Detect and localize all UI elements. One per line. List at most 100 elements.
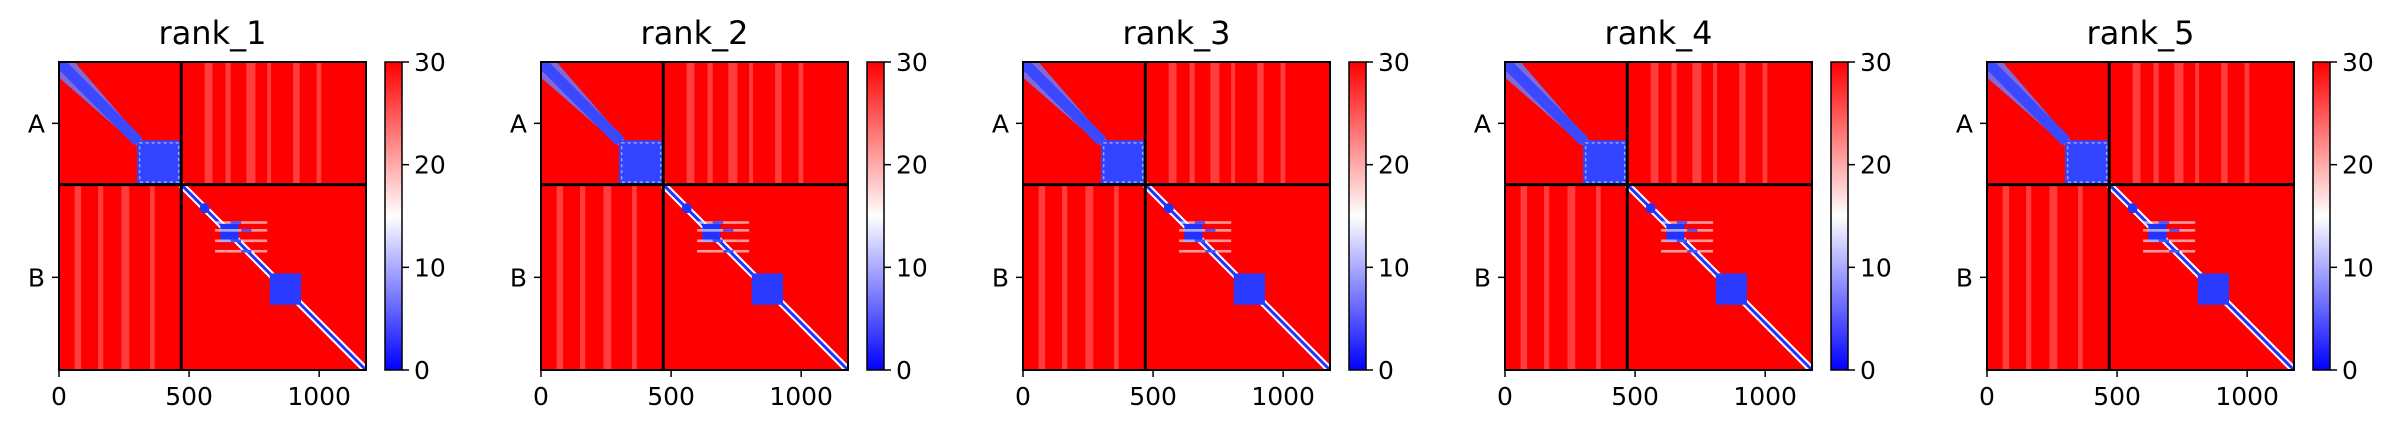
heatmap-frame: [1504, 61, 1813, 371]
cross-band-core: [1194, 221, 1206, 224]
streak: [246, 62, 256, 185]
domain-a1-core: [1023, 62, 1107, 146]
cross-band-core: [723, 249, 734, 253]
domain-b1: [2148, 223, 2167, 243]
domain-a2-texture: [138, 142, 180, 183]
domain-a2: [619, 140, 664, 185]
colorbar: 0 10 20 30: [384, 48, 446, 385]
interchain-streaks: [556, 62, 804, 370]
cross-band-core: [1676, 239, 1688, 243]
streak: [1544, 184, 1550, 370]
cross-band-core: [1205, 229, 1216, 232]
x-tick-label: 1000: [1733, 382, 1797, 411]
streak: [2132, 62, 2141, 185]
small-domain: [681, 203, 692, 214]
domain-b1: [220, 223, 239, 243]
streak: [775, 62, 782, 185]
cross-band-core: [712, 221, 724, 224]
streak: [2002, 184, 2010, 370]
cross-band-core: [2169, 249, 2180, 253]
colorbar-tick-label: 20: [896, 151, 928, 180]
colorbar-gradient: [866, 61, 885, 371]
colorbar-tick-label: 0: [1860, 356, 1876, 385]
x-tick-label: 1000: [2215, 382, 2279, 411]
y-tick-label: B: [1956, 263, 1973, 292]
domain-b1: [1666, 223, 1685, 243]
heatmap-panel-3: rank_3 A B 0 500 1000 0 10 20 30: [992, 14, 1410, 411]
heatmap-frame: [1022, 61, 1331, 371]
panel-title: rank_4: [1605, 14, 1713, 52]
heatmap-panel-2: rank_2 A B 0 500 1000 0 10 20 30: [510, 14, 928, 411]
streak: [798, 62, 804, 185]
colorbar-tick-label: 10: [414, 253, 446, 282]
cross-band-core: [2169, 229, 2180, 232]
domain-a1-core: [1505, 62, 1589, 146]
streak: [632, 184, 637, 370]
chain-b-domains: [2106, 182, 2297, 373]
y-tick-label: A: [1956, 109, 1973, 138]
colorbar-tick-label: 30: [2342, 48, 2374, 77]
streak: [267, 62, 272, 185]
x-tick-label: 500: [1611, 382, 1659, 411]
streak: [1062, 184, 1068, 370]
streak: [2195, 62, 2200, 185]
streak: [2221, 62, 2228, 185]
streak: [1739, 62, 1746, 185]
x-tick-label: 500: [2093, 382, 2141, 411]
colorbar-tick-label: 20: [414, 151, 446, 180]
chain-a-domains: [541, 62, 664, 185]
cross-band-core: [1687, 229, 1698, 232]
cross-band-core: [1676, 221, 1688, 224]
streak: [121, 184, 130, 370]
heatmap-frame: [1986, 61, 2295, 371]
colorbar-tick-label: 10: [1860, 253, 1892, 282]
chain-b-domains: [1624, 182, 1815, 373]
colorbar: 0 10 20 30: [1348, 48, 1410, 385]
chain-b-domains: [660, 182, 851, 373]
domain-a2: [2065, 140, 2110, 185]
domain-a2-texture: [2066, 142, 2108, 183]
streak: [74, 184, 82, 370]
cross-band-core: [1194, 239, 1206, 243]
small-domain: [199, 203, 210, 214]
streak: [728, 62, 738, 185]
streak: [686, 62, 695, 185]
domain-a2-texture: [1584, 142, 1626, 183]
streak: [1257, 62, 1264, 185]
interchain-streaks: [1038, 62, 1286, 370]
streak: [1596, 184, 1601, 370]
cross-band-core: [230, 239, 242, 243]
domain-a2: [137, 140, 182, 185]
streak: [1038, 184, 1046, 370]
x-tick-label: 500: [647, 382, 695, 411]
streak: [2026, 184, 2032, 370]
colorbar-tick-label: 10: [1378, 253, 1410, 282]
domain-a2: [1101, 140, 1146, 185]
heatmap-panel-4: rank_4 A B 0 500 1000 0 10 20 30: [1474, 14, 1892, 411]
x-tick-label: 0: [533, 382, 549, 411]
cross-band-core: [230, 221, 242, 224]
streak: [1762, 62, 1768, 185]
colorbar-tick-label: 30: [1378, 48, 1410, 77]
streak: [556, 184, 564, 370]
small-domain: [1645, 203, 1656, 214]
cross-band-core: [723, 229, 734, 232]
streak: [707, 62, 713, 185]
colorbar-gradient: [1348, 61, 1367, 371]
panel-title: rank_1: [159, 14, 267, 52]
panel-title: rank_5: [2087, 14, 2195, 52]
streak: [1231, 62, 1236, 185]
streak: [2049, 184, 2058, 370]
colorbar-tick-label: 0: [896, 356, 912, 385]
streak: [316, 62, 322, 185]
colorbar-tick-label: 10: [2342, 253, 2374, 282]
streak: [1692, 62, 1702, 185]
streak: [204, 62, 213, 185]
domain-a2-texture: [620, 142, 662, 183]
x-tick-label: 1000: [769, 382, 833, 411]
domain-a1-core: [541, 62, 625, 146]
y-tick-label: A: [992, 109, 1009, 138]
heatmap-panel-1: rank_1 A B 0 500 1000 0 10 20 30: [28, 14, 446, 411]
streak: [1168, 62, 1177, 185]
x-tick-label: 500: [165, 382, 213, 411]
